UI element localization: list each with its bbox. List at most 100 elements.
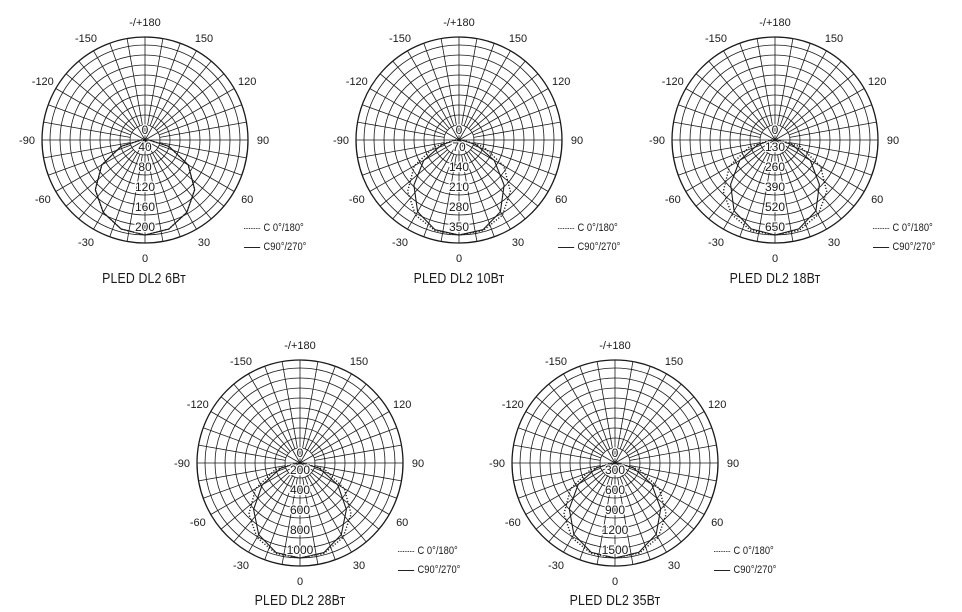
grid-spoke <box>596 361 613 449</box>
grid-spoke <box>617 477 634 565</box>
grid-spoke <box>739 43 771 127</box>
radial-tick-label: 350 <box>449 220 469 234</box>
legend-label: C 0°/180° <box>892 222 933 234</box>
legend-solid-line <box>714 569 731 571</box>
grid-spoke <box>579 366 611 450</box>
grid-spoke <box>628 427 712 459</box>
grid-spoke <box>629 465 717 482</box>
grid-spoke <box>379 73 448 131</box>
chart-title-2: PLED DL2 10Вт <box>413 270 505 287</box>
grid-spoke <box>786 149 855 207</box>
angle-tick-label: -150 <box>705 33 727 45</box>
grid-spoke <box>302 477 319 565</box>
grid-spoke <box>779 43 811 127</box>
grid-spoke <box>440 154 457 242</box>
polar-chart-2: -/+180 150 120 90 60 30 0 -30 -60 -90 -120 -150 0 70 1… <box>333 17 583 265</box>
grid-spoke <box>470 149 539 207</box>
series-curve-c90-270 <box>253 462 347 559</box>
legend-solid-line <box>558 246 575 248</box>
grid-spoke <box>311 396 380 454</box>
grid-spoke <box>756 38 773 126</box>
angle-tick-label: -120 <box>662 76 684 88</box>
angle-tick-label: -60 <box>190 517 206 529</box>
angle-tick-label: 30 <box>512 237 524 249</box>
grid-spoke <box>548 383 606 452</box>
angle-tick-label: 0 <box>612 576 618 588</box>
grid-spoke <box>614 411 705 464</box>
legend-label: C90°/270° <box>577 241 621 253</box>
grid-spoke <box>777 154 794 242</box>
grid-spoke <box>470 73 539 131</box>
angle-tick-label: -150 <box>389 33 411 45</box>
legend-dotted-line <box>714 550 731 552</box>
grid-spoke <box>678 104 762 136</box>
angle-tick-label: -120 <box>502 399 524 411</box>
legend-2-c90: C90°/270° <box>558 240 620 254</box>
grid-spoke <box>786 73 855 131</box>
angle-tick-label: -120 <box>346 76 368 88</box>
angle-tick-label: 90 <box>887 135 899 147</box>
legend-dotted-line <box>873 227 890 229</box>
radial-tick-label: 520 <box>765 200 785 214</box>
grid-spoke <box>210 411 301 464</box>
grid-spoke <box>299 411 390 464</box>
radial-tick-label: 390 <box>765 180 785 194</box>
grid-spoke <box>468 60 526 129</box>
radial-tick-label: 1200 <box>602 523 629 537</box>
chart-title-3: PLED DL2 18Вт <box>729 270 821 287</box>
legend-5-c90: C90°/270° <box>714 563 776 577</box>
legend-label: C 0°/180° <box>417 545 458 557</box>
legend-label: C 0°/180° <box>263 222 304 234</box>
radial-tick-label: 800 <box>290 523 310 537</box>
grid-spoke <box>535 396 604 454</box>
grid-spoke <box>624 474 682 543</box>
angle-tick-label: 90 <box>727 458 739 470</box>
angle-tick-label: 60 <box>871 194 883 206</box>
angle-tick-label: 60 <box>555 194 567 206</box>
radial-tick-label: 40 <box>138 140 152 154</box>
angle-tick-label: -150 <box>230 356 252 368</box>
grid-spoke <box>518 427 602 459</box>
legend-label: C90°/270° <box>263 241 307 253</box>
angle-tick-label: 120 <box>552 76 570 88</box>
grid-spoke <box>392 60 450 129</box>
angle-tick-label: 150 <box>825 33 843 45</box>
grid-spoke <box>629 444 717 461</box>
legend-dotted-line <box>558 227 575 229</box>
angle-tick-label: 0 <box>772 253 778 265</box>
radial-tick-label: 160 <box>135 200 155 214</box>
grid-spoke <box>126 154 143 242</box>
grid-spoke <box>299 373 352 464</box>
legend-1-c0: C 0°/180° <box>244 221 304 235</box>
angle-tick-label: -/+180 <box>443 17 475 29</box>
grid-spoke <box>458 139 549 192</box>
angle-tick-label: -150 <box>545 356 567 368</box>
grid-spoke <box>458 88 549 141</box>
radial-tick-label: 120 <box>135 180 155 194</box>
angle-tick-label: 0 <box>297 576 303 588</box>
polar-chart-4: -/+180 150 120 90 60 30 0 -30 -60 -90 -120 -150 0 200… <box>174 340 424 588</box>
grid-spoke <box>248 373 301 464</box>
polar-chart-1: -/+180 150 120 90 60 30 0 -30 -60 -90 -120 -150 0 40 8… <box>19 17 269 265</box>
grid-spoke <box>311 472 380 530</box>
legend-solid-line <box>398 569 415 571</box>
grid-spoke <box>756 154 773 242</box>
grid-spoke <box>220 472 289 530</box>
grid-spoke <box>304 366 336 450</box>
angle-tick-label: -/+180 <box>599 340 631 352</box>
legend-dotted-line <box>244 227 261 229</box>
grid-spoke <box>774 50 827 141</box>
radial-tick-label: 0 <box>456 123 463 137</box>
legend-5-c0: C 0°/180° <box>714 544 774 558</box>
radial-tick-label: 0 <box>142 123 149 137</box>
angle-tick-label: 30 <box>353 560 365 572</box>
grid-spoke <box>43 142 131 159</box>
radial-tick-label: 140 <box>449 160 469 174</box>
angle-tick-label: -120 <box>187 399 209 411</box>
angle-tick-label: 60 <box>396 517 408 529</box>
grid-spoke <box>461 38 478 126</box>
grid-spoke <box>473 121 561 138</box>
grid-spoke <box>369 139 460 192</box>
radial-tick-label: 0 <box>612 446 619 460</box>
grid-spoke <box>685 88 776 141</box>
